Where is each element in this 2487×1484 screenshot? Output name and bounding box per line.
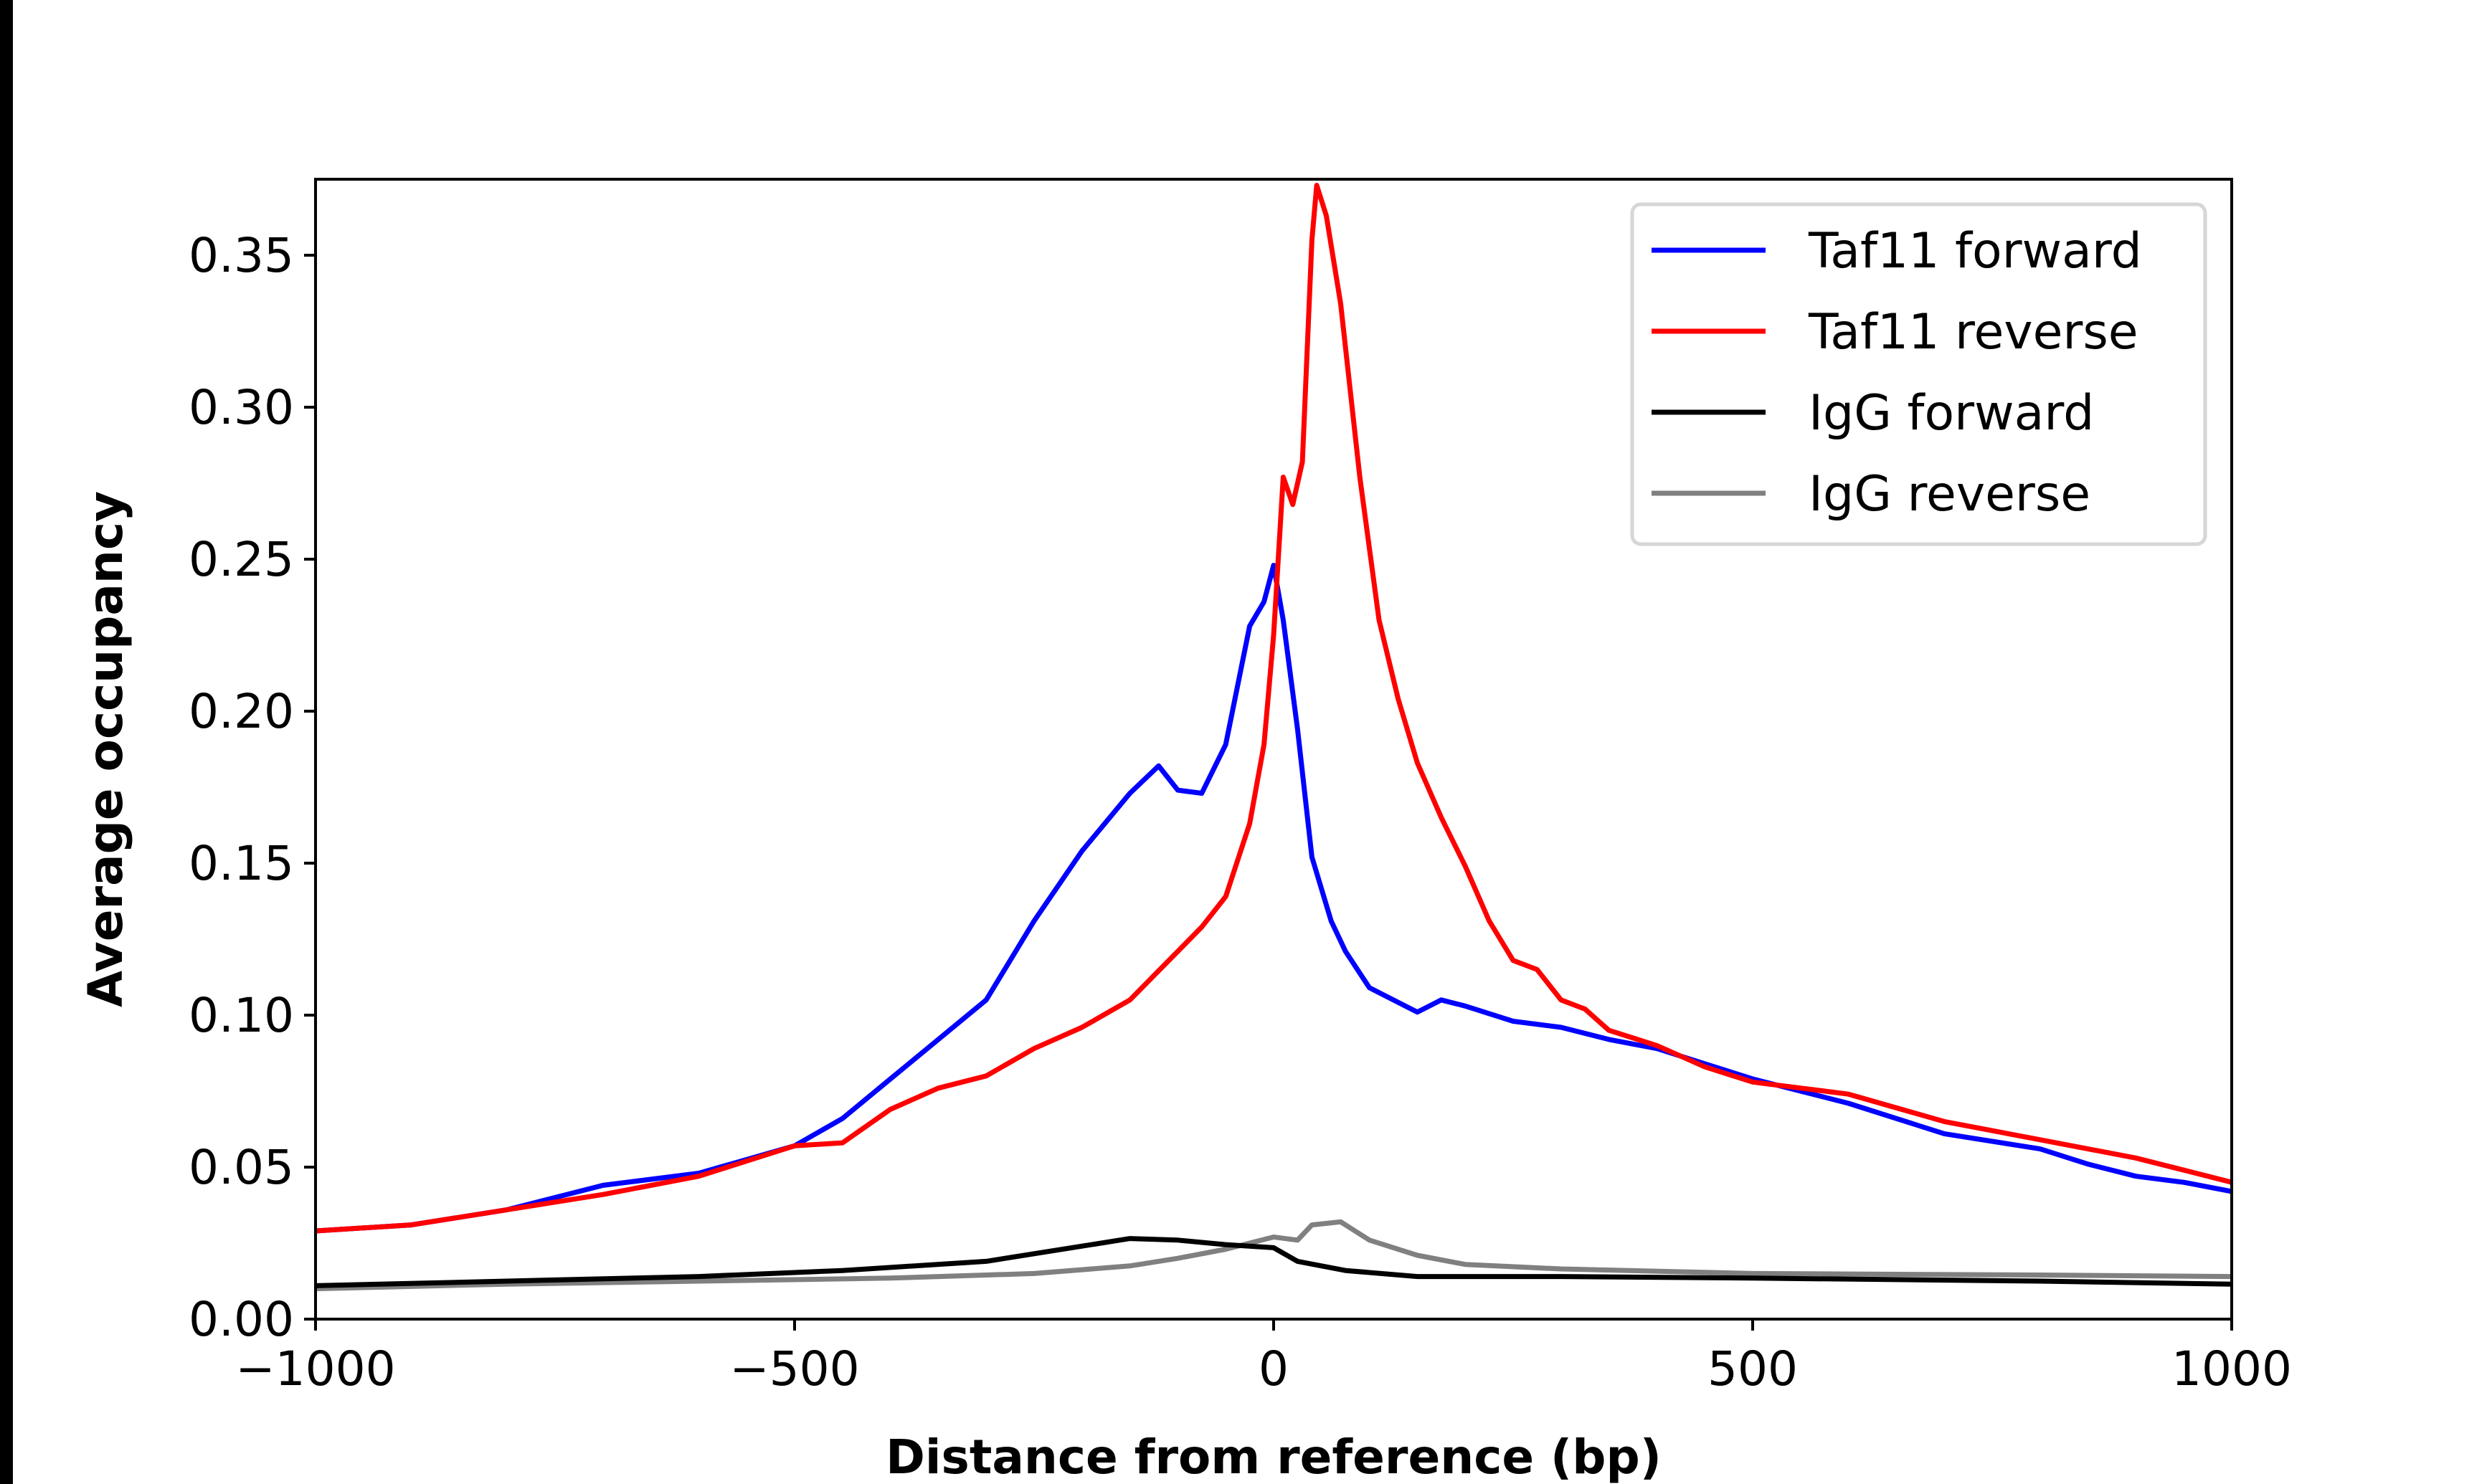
legend-label: Taf11 forward [1808,223,2142,280]
series-line-taf11-reverse [315,183,2232,1234]
x-axis-label: Distance from reference (bp) [886,1430,1662,1484]
x-tick-label: −500 [729,1341,859,1397]
left-edge-bar [0,0,13,1484]
x-tick-label: 0 [1259,1341,1289,1397]
y-tick-label: 0.00 [189,1292,294,1347]
y-tick-label: 0.10 [189,988,294,1043]
series-line-igg-forward [315,1236,2232,1288]
legend-label: IgG forward [1809,385,2094,442]
legend-label: Taf11 reverse [1808,304,2138,361]
x-tick-label: −1000 [235,1341,395,1397]
legend-label: IgG reverse [1809,466,2090,523]
y-tick-label: 0.05 [189,1140,294,1195]
x-tick-label: 1000 [2171,1341,2292,1397]
ticks-layer: −1000 −500 0 500 1000 0.00 0.05 0.10 0.15 0.20 0.2… [189,228,2292,1397]
y-tick-label: 0.35 [189,228,294,283]
y-tick-label: 0.25 [189,532,294,587]
series-line-taf11-forward [315,563,2232,1234]
y-tick-label: 0.15 [189,836,294,891]
y-axis-label: Average occupancy [78,491,133,1007]
legend: Taf11 forward Taf11 reverse IgG forward IgG… [1630,202,2207,546]
legend-box [1630,202,2207,546]
y-tick-label: 0.20 [189,684,294,739]
series-line-igg-reverse [315,1219,2232,1292]
series-layer [315,183,2232,1292]
y-tick-label: 0.30 [189,380,294,435]
x-tick-label: 500 [1707,1341,1798,1397]
